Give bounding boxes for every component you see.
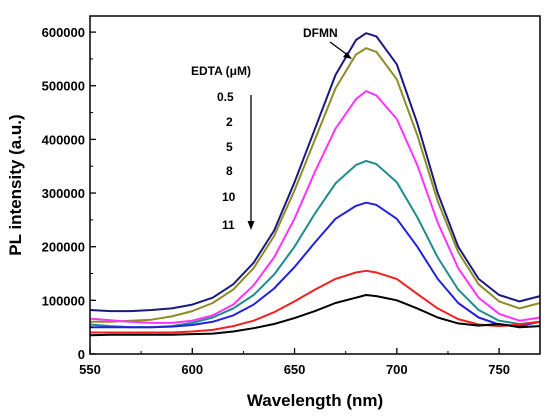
y-tick-label: 0 — [78, 347, 85, 362]
edta-level-6: 11 — [222, 218, 235, 232]
x-tick-label: 750 — [488, 362, 510, 377]
x-tick-label: 650 — [284, 362, 306, 377]
annotations: DFMN EDTA (μM) 0.5 2 5 8 10 11 — [191, 26, 352, 232]
edta-level-5: 10 — [222, 190, 236, 204]
plot-frame — [89, 15, 541, 355]
edta-arrow-head — [247, 221, 255, 230]
series-line-4 — [89, 159, 541, 329]
edta-level-3: 5 — [226, 140, 233, 154]
x-axis-title: Wavelength (nm) — [247, 391, 383, 410]
y-tick-label: 600000 — [42, 25, 85, 40]
edta-level-2: 2 — [226, 115, 233, 129]
edta-level-4: 8 — [226, 164, 233, 178]
series-line-6 — [90, 269, 541, 334]
dfmn-arrow-head — [343, 52, 352, 59]
series-lines — [89, 32, 541, 337]
y-tick-label: 500000 — [42, 79, 85, 94]
series-line-1 — [89, 32, 541, 313]
series-line-7 — [89, 294, 541, 337]
y-tick-label: 100000 — [42, 293, 85, 308]
x-tick-label: 700 — [386, 362, 408, 377]
y-axis-title: PL intensity (a.u.) — [6, 114, 25, 255]
x-tick-label: 550 — [79, 362, 101, 377]
axis-ticks: 550 600 650 700 750 0 100000 200000 300000 400000… — [42, 25, 510, 377]
series-line-5 — [90, 201, 541, 329]
y-tick-label: 200000 — [42, 240, 85, 255]
series-line-2 — [90, 47, 541, 323]
x-tick-label: 600 — [181, 362, 203, 377]
series-line-3 — [89, 90, 541, 324]
y-tick-label: 300000 — [42, 186, 85, 201]
edta-title: EDTA (μM) — [191, 64, 251, 78]
edta-level-1: 0.5 — [217, 90, 234, 104]
dfmn-label: DFMN — [303, 26, 338, 40]
y-tick-label: 400000 — [42, 132, 85, 147]
